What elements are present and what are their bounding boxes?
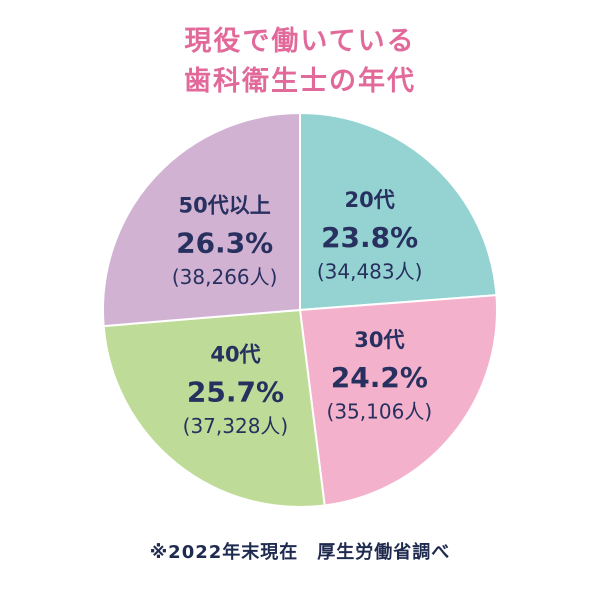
slice-category-label-0: 20代 — [345, 188, 395, 212]
chart-title: 現役で働いている 歯科衛生士の年代 — [0, 22, 600, 102]
slice-percent-label-1: 24.2% — [331, 361, 428, 394]
pie-slice-3 — [102, 111, 301, 328]
footnote: ※2022年末現在 厚生労働省調べ — [149, 542, 451, 563]
pie-slice-1 — [298, 294, 498, 507]
chart-title-line2: 歯科衛生士の年代 — [184, 66, 416, 97]
slice-percent-label-3: 26.3% — [176, 227, 273, 260]
pie-slice-0 — [299, 111, 498, 312]
pie-slice-2 — [102, 308, 326, 508]
pie-slices — [102, 111, 498, 508]
slice-category-label-1: 30代 — [354, 328, 404, 352]
pie-labels: 20代 23.8% (34,483人) 30代 24.2% (35,106人) 40代 25.… — [172, 188, 432, 438]
slice-count-label-1: (35,106人) — [327, 399, 433, 423]
slice-category-label-2: 40代 — [210, 343, 260, 367]
chart-title-line1: 現役で働いている — [184, 26, 416, 57]
slice-category-label-3: 50代以上 — [179, 194, 271, 218]
slice-count-label-3: (38,266人) — [172, 265, 278, 289]
slice-count-label-2: (37,328人) — [183, 414, 289, 438]
slice-percent-label-0: 23.8% — [321, 221, 418, 254]
slice-count-label-0: (34,483人) — [317, 259, 423, 283]
slice-percent-label-2: 25.7% — [187, 376, 284, 409]
